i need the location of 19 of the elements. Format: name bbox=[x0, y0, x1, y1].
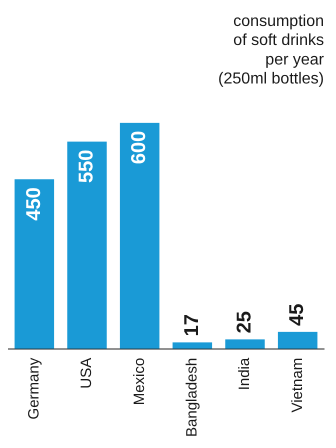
x-tick-label: USA bbox=[78, 358, 96, 389]
data-label: 450 bbox=[22, 187, 45, 221]
bar bbox=[67, 142, 107, 349]
data-label: 25 bbox=[234, 311, 256, 334]
data-label: 17 bbox=[180, 314, 203, 336]
bar bbox=[14, 179, 54, 349]
bar bbox=[278, 332, 318, 349]
x-tick-label: Germany bbox=[25, 357, 42, 420]
bar bbox=[172, 342, 212, 349]
bar bbox=[120, 122, 160, 349]
x-tick-label: Mexico bbox=[130, 358, 148, 406]
data-label: 550 bbox=[76, 150, 98, 184]
chart-title: consumption of soft drinks per year (250ml bottles) bbox=[218, 13, 325, 88]
data-label: 45 bbox=[286, 304, 308, 326]
x-tick-label: Vietnam bbox=[288, 358, 306, 413]
bar bbox=[225, 339, 265, 349]
x-tick-label: India bbox=[236, 357, 254, 390]
x-tick-label: Bangladesh bbox=[183, 358, 200, 437]
data-label: 600 bbox=[128, 130, 150, 164]
